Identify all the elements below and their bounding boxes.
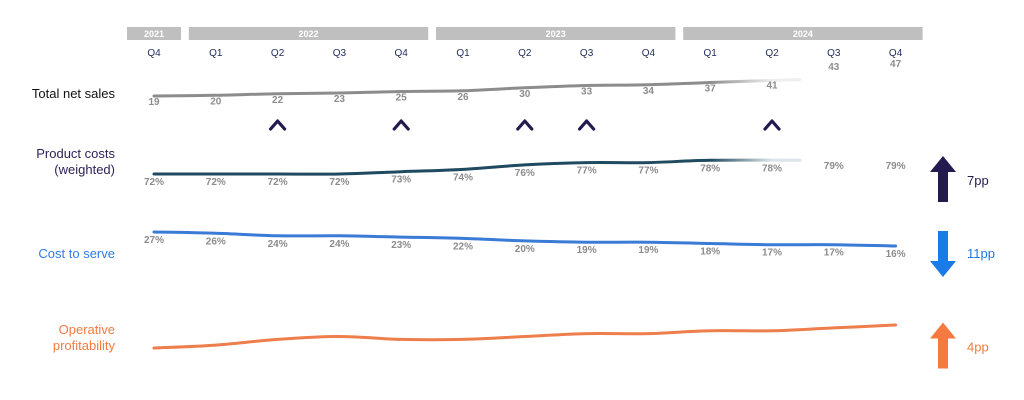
data-label: 72% <box>144 177 164 188</box>
series-line <box>152 158 802 176</box>
series-label: Cost to serve <box>38 246 115 261</box>
highlight-caret-icon <box>392 119 410 131</box>
series-line <box>152 230 898 248</box>
year-bar <box>683 27 923 40</box>
arrow-up-icon <box>930 156 956 202</box>
series-line <box>152 78 802 98</box>
data-label: 34 <box>643 86 655 97</box>
series-label: Operative <box>59 322 115 337</box>
year-group-2021: 2021 <box>127 27 181 40</box>
year-bar <box>436 27 676 40</box>
data-label: 27% <box>144 235 164 246</box>
year-group-2024: 2024 <box>683 27 923 40</box>
quarter-tick-label: Q2 <box>765 48 779 59</box>
data-label: 72% <box>329 177 349 188</box>
data-label: 25 <box>396 93 408 104</box>
change-value: 11pp <box>967 246 995 261</box>
quarter-tick-label: Q2 <box>271 48 285 59</box>
series-product-costs: Product costs(weighted) 72% 72% 72% 72% 73% 74… <box>36 146 989 202</box>
data-label: 47 <box>890 59 902 70</box>
change-value: 7pp <box>967 173 989 188</box>
data-label: 72% <box>206 177 226 188</box>
data-label: 26% <box>206 236 226 247</box>
quarter-tick-label: Q1 <box>704 48 718 59</box>
data-label: 17% <box>762 248 782 259</box>
data-label: 73% <box>391 175 411 186</box>
data-label: 79% <box>886 161 906 172</box>
data-label: 19 <box>148 97 160 108</box>
quarter-tick-label: Q2 <box>518 48 532 59</box>
data-label: 79% <box>824 161 844 172</box>
year-label: 2021 <box>144 29 164 39</box>
year-bar <box>188 27 429 40</box>
highlight-caret-icon <box>578 119 596 131</box>
data-label: 77% <box>577 166 597 177</box>
data-label: 24% <box>329 239 349 250</box>
quarter-tick-label: Q4 <box>642 48 656 59</box>
data-label: 22% <box>453 241 473 252</box>
series-total-net-sales: Total net sales 19 20 22 23 25 26 30 33 34 37 41 43 4… <box>32 59 902 131</box>
year-label: 2022 <box>298 29 318 39</box>
data-label: 19% <box>638 245 658 256</box>
quarter-tick-label: Q4 <box>889 48 903 59</box>
data-label: 17% <box>824 248 844 259</box>
series-line <box>152 323 898 350</box>
change-value: 4pp <box>967 340 989 355</box>
data-label: 78% <box>762 163 782 174</box>
series-label: Total net sales <box>32 86 116 101</box>
highlight-caret-icon <box>516 119 534 131</box>
series-label: profitability <box>53 338 116 353</box>
data-label: 20% <box>515 244 535 255</box>
series-cost-to-serve: Cost to serve 27% 26% 24% 24% 23% 22% 20% 19% 19%… <box>38 230 995 277</box>
data-label: 23 <box>334 94 346 105</box>
series-label: Product costs <box>36 146 115 161</box>
quarter-axis: Q4 Q1 Q2 Q3 Q4 Q1 Q2 Q3 Q4 Q1 Q2 Q3 Q4 <box>147 48 902 59</box>
data-label: 24% <box>268 239 288 250</box>
year-header: 2021 2022 2023 2024 <box>127 27 923 40</box>
data-label: 23% <box>391 240 411 251</box>
year-label: 2023 <box>546 29 566 39</box>
year-bar <box>127 27 181 40</box>
quarter-tick-label: Q4 <box>395 48 409 59</box>
data-label: 74% <box>453 172 473 183</box>
data-label: 19% <box>577 245 597 256</box>
data-label: 20 <box>210 96 222 107</box>
arrow-down-icon <box>930 231 956 277</box>
quarter-tick-label: Q1 <box>209 48 223 59</box>
quarter-tick-label: Q1 <box>456 48 470 59</box>
year-group-2022: 2022 <box>188 27 429 40</box>
quarter-tick-label: Q3 <box>827 48 841 59</box>
arrow-up-icon <box>930 322 956 369</box>
series-label: (weighted) <box>54 162 115 177</box>
quarter-tick-label: Q3 <box>333 48 347 59</box>
highlight-caret-icon <box>763 119 781 131</box>
data-label: 43 <box>828 62 840 73</box>
data-label: 78% <box>700 163 720 174</box>
data-label: 76% <box>515 168 535 179</box>
data-label: 26 <box>457 92 469 103</box>
data-label: 16% <box>886 249 906 260</box>
year-label: 2024 <box>793 29 813 39</box>
quarter-tick-label: Q3 <box>580 48 594 59</box>
series-rows: Total net sales 19 20 22 23 25 26 30 33 34 37 41 43 4… <box>32 59 995 369</box>
data-label: 33 <box>581 87 593 98</box>
highlight-caret-icon <box>269 119 287 131</box>
data-label: 22 <box>272 95 284 106</box>
data-label: 77% <box>638 166 658 177</box>
data-label: 72% <box>268 177 288 188</box>
year-group-2023: 2023 <box>436 27 676 40</box>
data-label: 37 <box>705 84 717 95</box>
data-label: 41 <box>766 81 778 92</box>
data-label: 18% <box>700 246 720 257</box>
data-label: 30 <box>519 89 531 100</box>
quarter-tick-label: Q4 <box>147 48 161 59</box>
